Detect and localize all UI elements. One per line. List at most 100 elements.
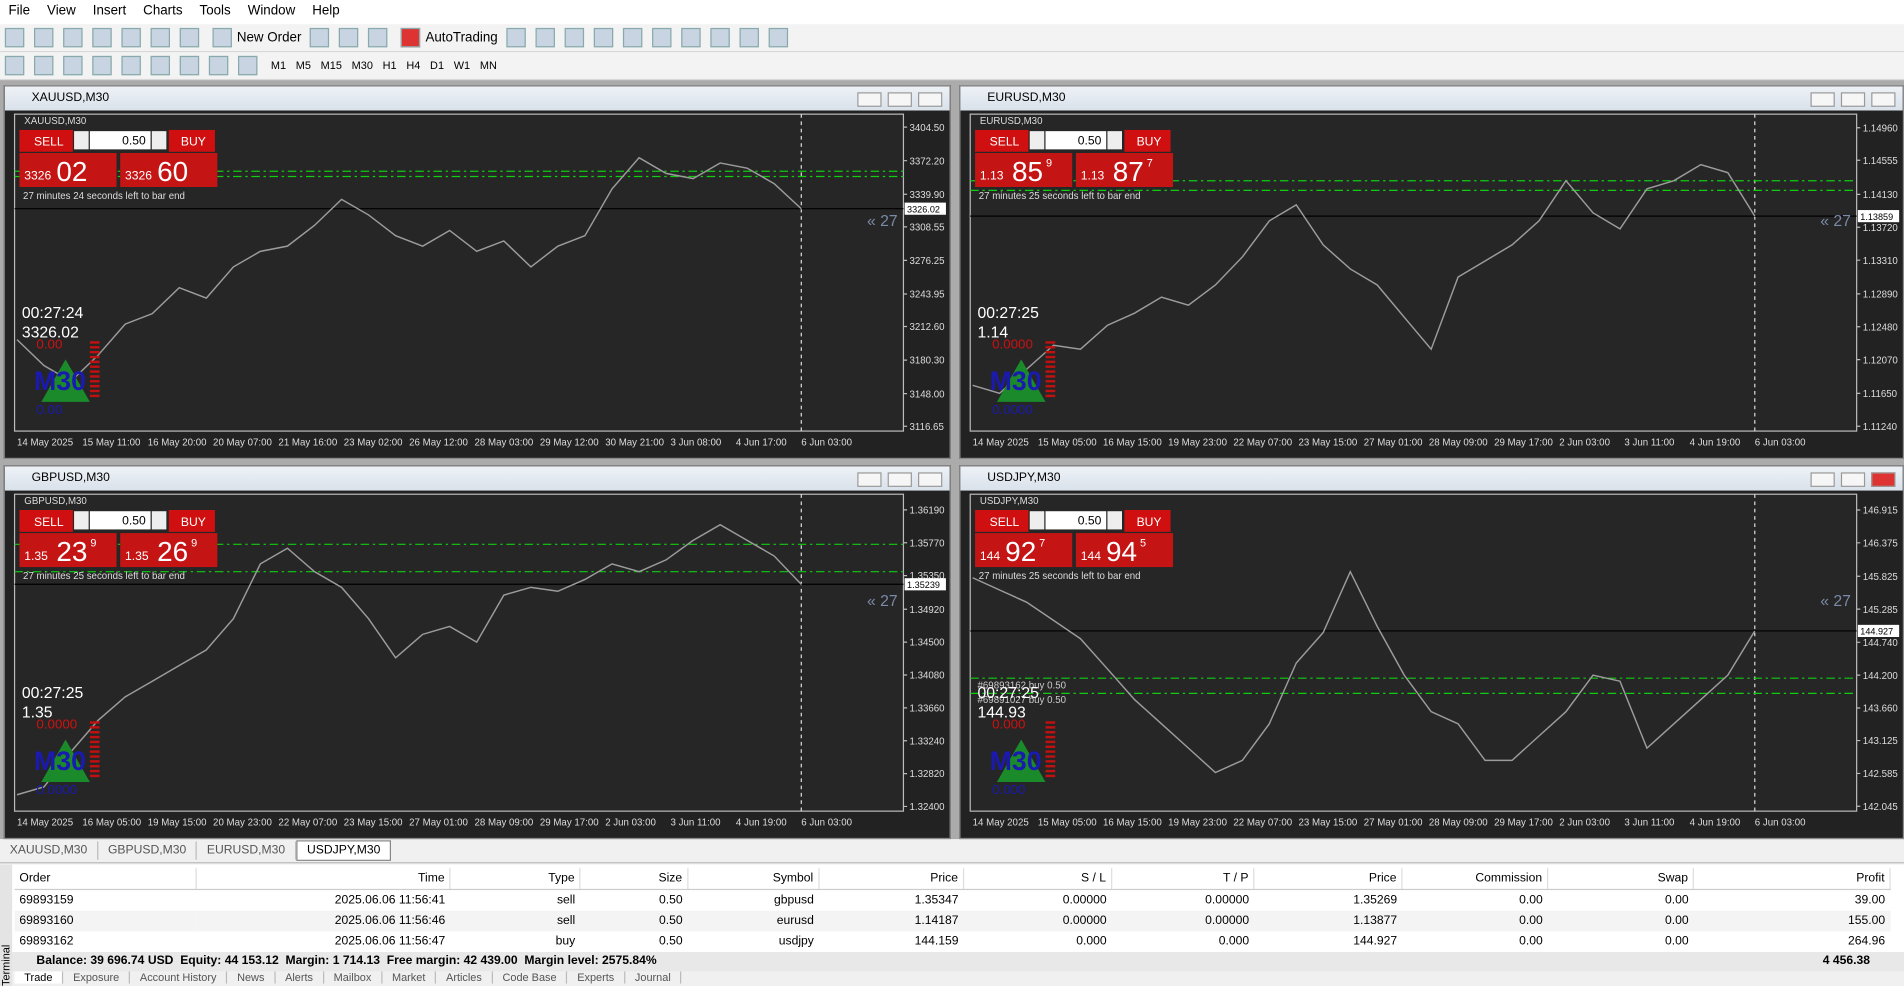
window-button[interactable]	[857, 472, 882, 487]
trade-row[interactable]: 69893162 2025.06.06 11:56:47 buy 0.50 usdjpy…	[15, 931, 1890, 952]
lot-input[interactable]	[1045, 131, 1107, 150]
icon[interactable]	[238, 55, 258, 76]
icon[interactable]	[506, 27, 526, 48]
menu-item[interactable]: Insert	[92, 3, 127, 19]
icon[interactable]	[179, 55, 200, 76]
chart-tab[interactable]: GBPUSD,M30	[98, 841, 198, 860]
window-button[interactable]	[857, 92, 882, 107]
menu-item[interactable]: Window	[247, 3, 296, 19]
column-header[interactable]: Order	[14, 868, 197, 891]
window-button[interactable]	[1810, 92, 1835, 107]
terminal-tab[interactable]: Code Base	[493, 971, 568, 984]
icon[interactable]	[121, 55, 141, 76]
window-button[interactable]	[918, 92, 943, 107]
column-header[interactable]: Type	[450, 868, 581, 891]
icon[interactable]	[150, 55, 171, 76]
terminal-tab[interactable]: Journal	[625, 971, 682, 984]
timeframe-button[interactable]: H1	[382, 59, 397, 72]
icon[interactable]	[739, 27, 759, 48]
column-header[interactable]: T / P	[1111, 868, 1255, 891]
column-header[interactable]: Symbol	[687, 868, 820, 891]
chart-tab[interactable]: XAUUSD,M30	[0, 841, 99, 860]
icon[interactable]	[92, 55, 112, 76]
column-header[interactable]: Price	[1253, 868, 1403, 891]
timeframe-button[interactable]: D1	[430, 59, 445, 72]
timeframe-button[interactable]: M1	[270, 59, 287, 72]
icon[interactable]	[208, 55, 229, 76]
column-header[interactable]: Price	[818, 868, 965, 891]
terminal-tab[interactable]: Trade	[14, 971, 64, 984]
window-button[interactable]	[887, 92, 912, 107]
window-button[interactable]	[1810, 472, 1835, 487]
menu-item[interactable]: Charts	[143, 3, 183, 19]
timeframe-button[interactable]: MN	[479, 59, 497, 72]
icon[interactable]	[310, 27, 330, 48]
sell-button[interactable]	[975, 129, 1029, 152]
icon[interactable]	[179, 27, 200, 48]
sell-button[interactable]	[19, 510, 73, 532]
sell-button[interactable]	[975, 510, 1029, 532]
trade-row[interactable]: 69893160 2025.06.06 11:56:46 sell 0.50 eurus…	[14, 910, 1891, 932]
icon[interactable]	[339, 27, 359, 48]
terminal-tab[interactable]: Experts	[568, 971, 626, 984]
menu-item[interactable]: File	[8, 3, 31, 19]
column-header[interactable]: S / L	[963, 868, 1113, 891]
timeframe-button[interactable]: M15	[320, 59, 342, 72]
icon[interactable]	[622, 27, 643, 48]
window-button[interactable]	[918, 472, 943, 487]
buy-button[interactable]	[168, 510, 215, 532]
window-button[interactable]	[1871, 472, 1896, 487]
lot-input[interactable]	[1045, 511, 1107, 530]
icon[interactable]	[212, 27, 233, 48]
icon[interactable]	[710, 27, 730, 48]
autotrading-button[interactable]: AutoTrading	[425, 30, 498, 45]
terminal-tab[interactable]: Mailbox	[324, 971, 383, 984]
column-header[interactable]: Time	[196, 868, 451, 891]
icon[interactable]	[768, 27, 789, 48]
timeframe-button[interactable]: M5	[295, 59, 311, 72]
icon[interactable]	[150, 27, 171, 48]
icon[interactable]	[34, 27, 54, 48]
window-button[interactable]	[1871, 92, 1896, 107]
icon[interactable]	[593, 27, 614, 48]
icon[interactable]	[63, 27, 83, 48]
icon[interactable]	[4, 27, 25, 48]
icon[interactable]	[121, 27, 141, 48]
lot-input[interactable]	[89, 131, 151, 150]
icon[interactable]	[4, 55, 25, 76]
new-order-button[interactable]: New Order	[236, 30, 302, 45]
window-button[interactable]	[887, 472, 912, 487]
icon[interactable]	[564, 27, 585, 48]
menu-item[interactable]: Tools	[199, 3, 231, 19]
column-header[interactable]: Size	[580, 868, 689, 891]
timeframe-button[interactable]: W1	[453, 59, 471, 72]
buy-button[interactable]	[168, 129, 215, 152]
terminal-tab[interactable]: Articles	[436, 971, 493, 984]
lot-input[interactable]	[89, 511, 151, 530]
icon[interactable]	[652, 27, 672, 48]
terminal-tab[interactable]: Exposure	[63, 971, 131, 984]
icon[interactable]	[681, 27, 701, 48]
column-header[interactable]: Profit	[1693, 868, 1891, 891]
timeframe-button[interactable]: M30	[351, 59, 373, 72]
chart-tab[interactable]: EURUSD,M30	[197, 841, 297, 860]
terminal-tab[interactable]: Alerts	[275, 971, 324, 984]
icon[interactable]	[92, 27, 112, 48]
icon[interactable]	[63, 55, 83, 76]
trade-row[interactable]: 69893159 2025.06.06 11:56:41 sell 0.50 gbpus…	[15, 889, 1890, 910]
chart-tab[interactable]: USDJPY,M30	[296, 840, 392, 861]
menu-item[interactable]: Help	[312, 3, 340, 19]
buy-button[interactable]	[1124, 129, 1171, 152]
icon[interactable]	[401, 27, 421, 48]
icon[interactable]	[368, 27, 388, 48]
column-header[interactable]: Swap	[1547, 868, 1695, 891]
terminal-tab[interactable]: Market	[382, 971, 437, 984]
sell-button[interactable]	[19, 129, 73, 152]
icon[interactable]	[535, 27, 555, 48]
menu-item[interactable]: View	[47, 3, 76, 19]
window-button[interactable]	[1840, 472, 1866, 487]
window-button[interactable]	[1840, 92, 1866, 107]
terminal-tab[interactable]: News	[227, 971, 276, 984]
buy-button[interactable]	[1124, 510, 1171, 532]
column-header[interactable]: Commission	[1401, 868, 1549, 891]
